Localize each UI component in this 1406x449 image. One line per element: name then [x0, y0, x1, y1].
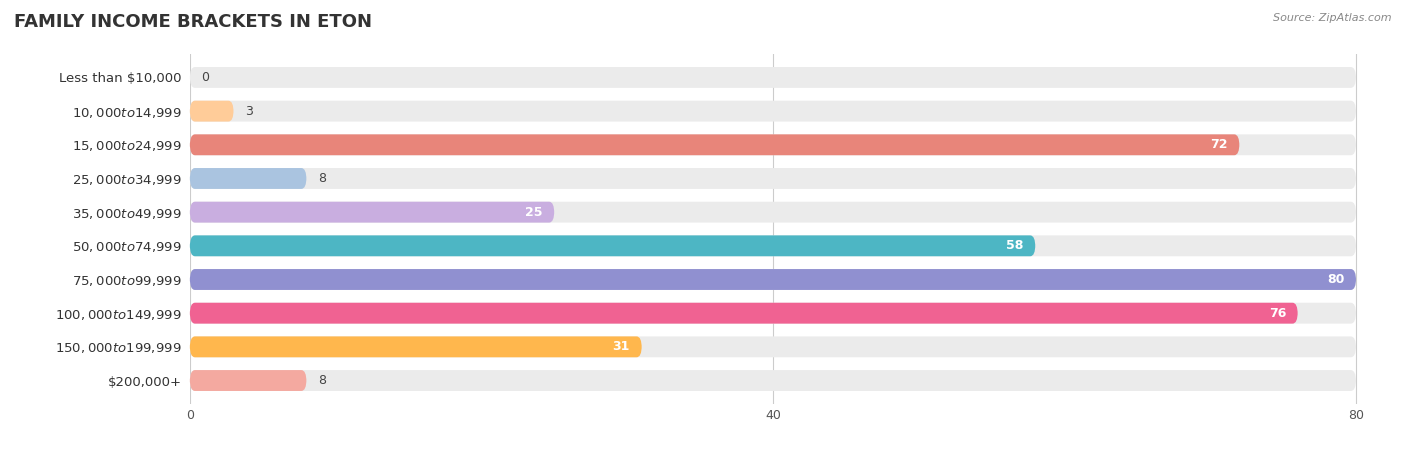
Text: Source: ZipAtlas.com: Source: ZipAtlas.com [1274, 13, 1392, 23]
FancyBboxPatch shape [190, 303, 1355, 324]
Text: 76: 76 [1268, 307, 1286, 320]
FancyBboxPatch shape [190, 67, 1355, 88]
Text: 31: 31 [613, 340, 630, 353]
FancyBboxPatch shape [190, 101, 233, 122]
Text: 72: 72 [1211, 138, 1227, 151]
FancyBboxPatch shape [190, 134, 1240, 155]
FancyBboxPatch shape [190, 269, 1355, 290]
FancyBboxPatch shape [190, 202, 1355, 223]
FancyBboxPatch shape [190, 336, 641, 357]
Text: 58: 58 [1007, 239, 1024, 252]
FancyBboxPatch shape [190, 336, 1355, 357]
FancyBboxPatch shape [190, 235, 1035, 256]
Text: 80: 80 [1327, 273, 1344, 286]
Text: 25: 25 [524, 206, 543, 219]
FancyBboxPatch shape [190, 202, 554, 223]
FancyBboxPatch shape [190, 370, 307, 391]
FancyBboxPatch shape [190, 168, 1355, 189]
Text: 3: 3 [245, 105, 253, 118]
FancyBboxPatch shape [190, 101, 1355, 122]
Text: FAMILY INCOME BRACKETS IN ETON: FAMILY INCOME BRACKETS IN ETON [14, 13, 373, 31]
FancyBboxPatch shape [190, 235, 1355, 256]
FancyBboxPatch shape [190, 269, 1355, 290]
FancyBboxPatch shape [190, 134, 1355, 155]
FancyBboxPatch shape [190, 168, 307, 189]
FancyBboxPatch shape [190, 370, 1355, 391]
Text: 8: 8 [318, 172, 326, 185]
Text: 0: 0 [201, 71, 209, 84]
FancyBboxPatch shape [190, 303, 1298, 324]
Text: 8: 8 [318, 374, 326, 387]
